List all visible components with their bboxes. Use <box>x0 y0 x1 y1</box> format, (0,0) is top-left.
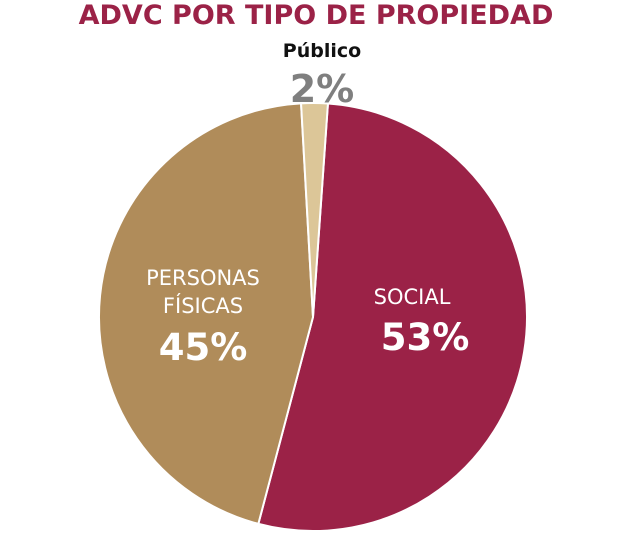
slice-label-personas-fisicas-line1: PERSONAS <box>146 266 260 290</box>
chart-title: ADVC POR TIPO DE PROPIEDAD <box>79 0 554 31</box>
slice-value-personas-fisicas: 45% <box>159 326 248 369</box>
pie-slices <box>97 102 528 532</box>
slice-label-publico: Público <box>283 40 361 62</box>
slice-label-social: SOCIAL <box>374 285 451 309</box>
slice-label-personas-fisicas-line2: FÍSICAS <box>163 293 243 318</box>
slice-value-social: 53% <box>381 316 470 359</box>
pie-slice-publico <box>299 102 329 318</box>
slice-value-publico: 2% <box>290 67 355 111</box>
pie-slice-personas-fisicas <box>97 102 315 526</box>
pie-slice-social <box>257 102 528 532</box>
